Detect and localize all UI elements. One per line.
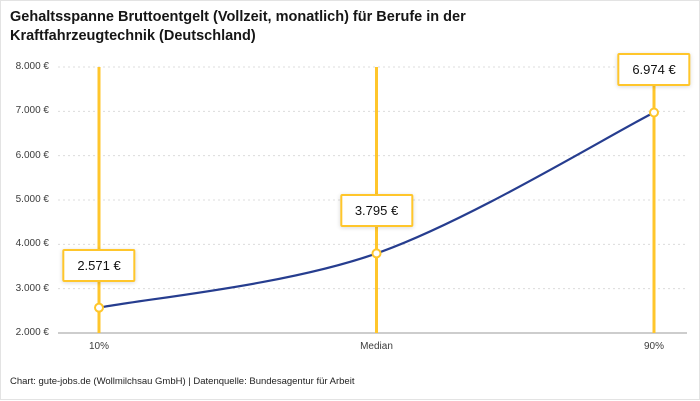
data-point-marker bbox=[649, 107, 659, 118]
data-point-marker bbox=[371, 248, 382, 259]
value-label-box: 6.974 € bbox=[617, 53, 691, 87]
value-label-box: 2.571 € bbox=[62, 248, 136, 282]
y-axis-tick-label: 8.000 € bbox=[15, 61, 49, 72]
value-label-box: 3.795 € bbox=[339, 194, 414, 228]
y-axis-tick-label: 2.000 € bbox=[15, 327, 49, 338]
y-axis-tick-label: 6.000 € bbox=[15, 149, 49, 161]
x-axis-tick-label: 90% bbox=[643, 341, 664, 352]
chart-title: Gehaltsspanne Bruttoentgelt (Vollzeit, m… bbox=[10, 9, 466, 45]
y-axis-tick-label: 7.000 € bbox=[15, 105, 49, 117]
data-point-marker bbox=[94, 302, 104, 313]
chart-attribution: Chart: gute-jobs.de (Wollmilchsau GmbH) … bbox=[10, 376, 355, 387]
y-axis-tick-label: 5.000 € bbox=[15, 194, 49, 205]
x-axis-tick-label: 10% bbox=[88, 341, 109, 352]
x-axis-tick-label: Median bbox=[360, 341, 393, 352]
y-axis-tick-label: 3.000 € bbox=[15, 282, 49, 294]
y-axis-tick-label: 4.000 € bbox=[15, 238, 49, 250]
